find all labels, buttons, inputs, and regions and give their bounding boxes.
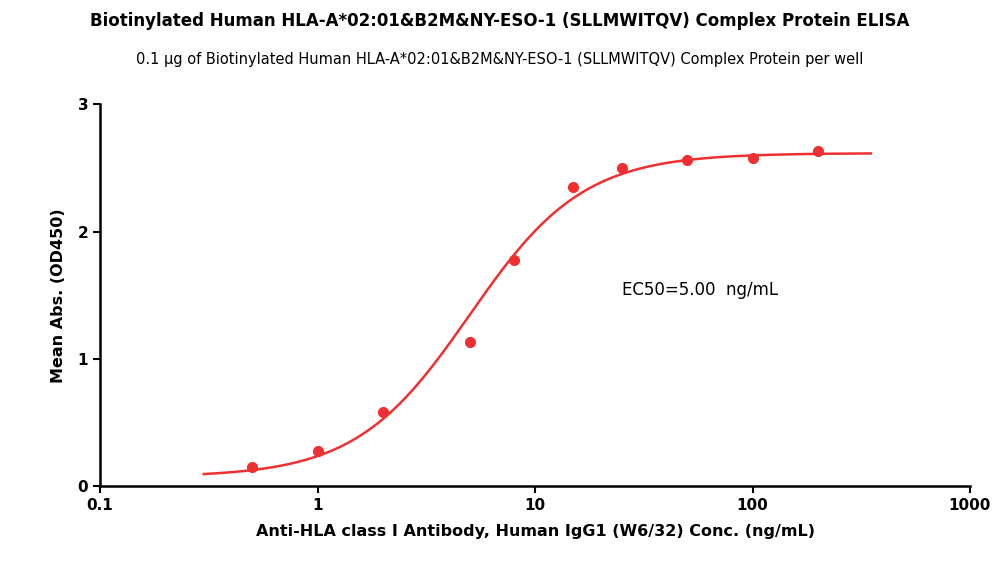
Text: Biotinylated Human HLA-A*02:01&B2M&NY-ESO-1 (SLLMWITQV) Complex Protein ELISA: Biotinylated Human HLA-A*02:01&B2M&NY-ES…	[90, 12, 910, 30]
Text: EC50=5.00  ng/mL: EC50=5.00 ng/mL	[622, 281, 778, 299]
X-axis label: Anti-HLA class I Antibody, Human IgG1 (W6/32) Conc. (ng/mL): Anti-HLA class I Antibody, Human IgG1 (W…	[256, 524, 814, 539]
Y-axis label: Mean Abs. (OD450): Mean Abs. (OD450)	[51, 208, 66, 383]
Text: 0.1 μg of Biotinylated Human HLA-A*02:01&B2M&NY-ESO-1 (SLLMWITQV) Complex Protei: 0.1 μg of Biotinylated Human HLA-A*02:01…	[136, 52, 864, 67]
